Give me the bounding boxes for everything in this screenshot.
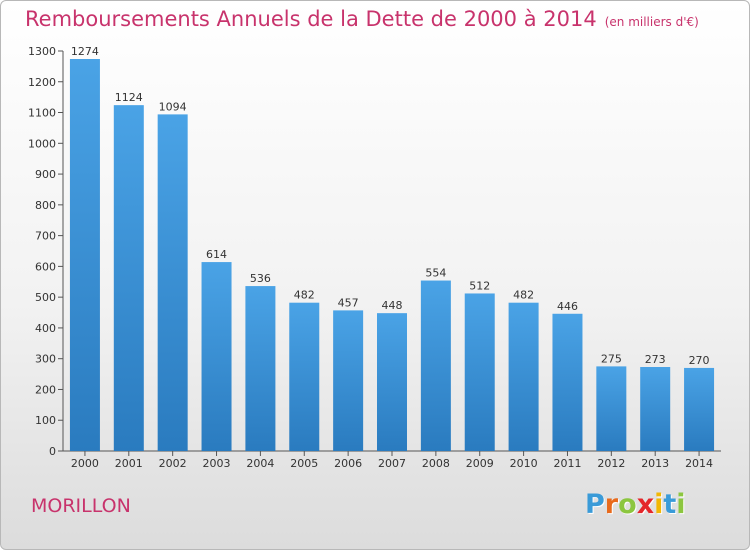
- y-tick-label: 1200: [28, 76, 56, 89]
- chart-title-text: Remboursements Annuels de la Dette de 20…: [25, 7, 597, 31]
- data-label-2013: 273: [645, 353, 666, 366]
- data-label-2012: 275: [601, 352, 622, 365]
- data-labels: 1274 1124 1094 614 536 482 457 448 554 512 482 446 2…: [71, 45, 710, 367]
- data-label-2003: 614: [206, 248, 227, 261]
- y-tick-label: 0: [49, 445, 56, 458]
- logo-letter: r: [604, 489, 619, 520]
- data-label-2011: 446: [557, 300, 578, 313]
- commune-name: MORILLON: [31, 495, 131, 517]
- data-label-2006: 457: [338, 296, 359, 309]
- data-label-2007: 448: [382, 299, 403, 312]
- data-label-2004: 536: [250, 272, 271, 285]
- bar-2009: [464, 293, 495, 451]
- x-tick-label-2010: 2010: [510, 457, 538, 470]
- y-tick-label: 600: [35, 260, 56, 273]
- bar-2007: [377, 313, 407, 451]
- bar-2005: [289, 302, 320, 451]
- bar-2014: [684, 367, 715, 451]
- x-tick-label-2003: 2003: [203, 457, 231, 470]
- bar-2002: [157, 114, 188, 451]
- x-tick-label-2012: 2012: [597, 457, 625, 470]
- x-tick-label-2005: 2005: [290, 457, 318, 470]
- x-axis: 2000 2001 2002 2003 2004 2005 2006 2007 2008 2009…: [63, 450, 721, 470]
- x-tick-label-2007: 2007: [378, 457, 406, 470]
- y-tick-label: 100: [35, 414, 56, 427]
- x-tick-label-2001: 2001: [115, 457, 143, 470]
- bar-series: [69, 59, 715, 452]
- x-tick-label-2009: 2009: [466, 457, 494, 470]
- x-tick-label-2002: 2002: [159, 457, 187, 470]
- chart-unit-label: (en milliers d'€): [604, 15, 699, 29]
- data-label-2014: 270: [689, 354, 710, 367]
- y-tick-label: 300: [35, 353, 56, 366]
- data-label-2001: 1124: [115, 91, 143, 104]
- bar-2006: [333, 310, 364, 451]
- logo-letter: P: [585, 489, 605, 520]
- logo-letter: x: [636, 489, 655, 520]
- y-tick-label: 900: [35, 168, 56, 181]
- y-axis: 0 100 200 300 400 500 600 700 800 900 1000 1100 1200…: [28, 45, 64, 458]
- x-tick-label-2006: 2006: [334, 457, 362, 470]
- y-tick-label: 400: [35, 322, 56, 335]
- y-tick-label: 1300: [28, 45, 56, 58]
- chart-title: Remboursements Annuels de la Dette de 20…: [25, 7, 699, 31]
- data-label-2002: 1094: [159, 100, 187, 113]
- x-tick-label-2011: 2011: [553, 457, 581, 470]
- bar-2004: [245, 286, 276, 451]
- y-tick-label: 800: [35, 199, 56, 212]
- bar-2012: [596, 366, 627, 451]
- data-label-2009: 512: [469, 279, 490, 292]
- proxiti-logo[interactable]: Proxiti: [585, 489, 686, 520]
- y-tick-label: 700: [35, 230, 56, 243]
- logo-letter: t: [663, 489, 677, 520]
- data-label-2005: 482: [294, 289, 315, 302]
- bar-2013: [640, 367, 671, 451]
- bar-2008: [420, 280, 451, 451]
- x-tick-label-2004: 2004: [246, 457, 274, 470]
- bar-2000: [69, 59, 100, 451]
- bar-2001: [113, 105, 144, 452]
- bar-2003: [201, 262, 232, 451]
- y-tick-label: 500: [35, 291, 56, 304]
- logo-letter: o: [618, 489, 637, 520]
- data-label-2000: 1274: [71, 45, 99, 58]
- x-tick-label-2014: 2014: [685, 457, 713, 470]
- logo-letter: i: [654, 489, 664, 520]
- data-label-2010: 482: [513, 289, 534, 302]
- x-tick-label-2013: 2013: [641, 457, 669, 470]
- bar-2011: [552, 313, 583, 451]
- y-tick-label: 1100: [28, 107, 56, 120]
- logo-letter: i: [676, 489, 686, 520]
- x-tick-label-2008: 2008: [422, 457, 450, 470]
- data-label-2008: 554: [425, 267, 446, 280]
- bar-2010: [508, 302, 539, 451]
- y-tick-label: 1000: [28, 137, 56, 150]
- x-tick-label-2000: 2000: [71, 457, 99, 470]
- y-tick-label: 200: [35, 383, 56, 396]
